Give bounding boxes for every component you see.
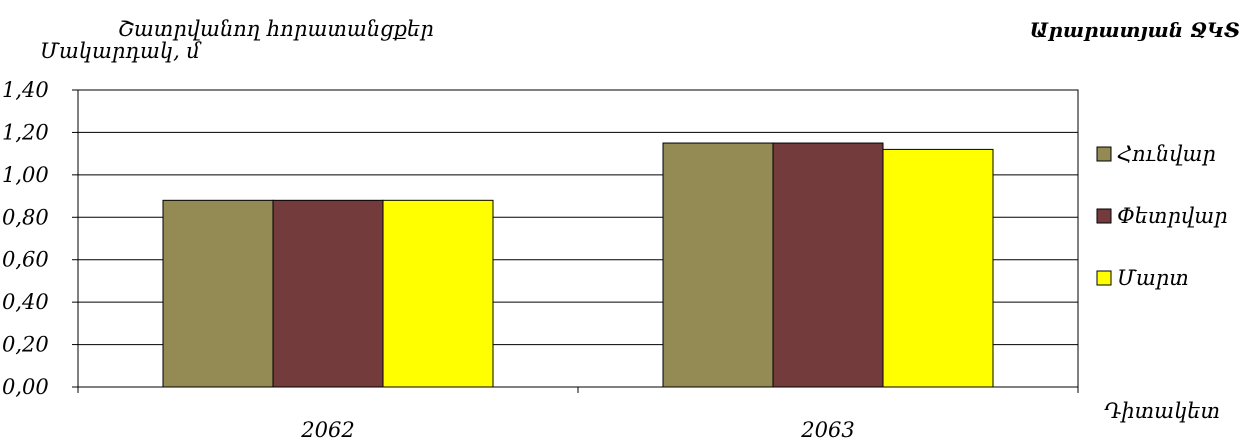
legend-swatch [1096, 208, 1112, 224]
chart-title: Շատրվանող հորատանցքեր [118, 17, 434, 41]
y-tick-label: 1,20 [2, 120, 49, 144]
y-tick-label: 1,00 [2, 163, 49, 187]
y-tick-label: 0,20 [2, 333, 49, 357]
bar [382, 199, 494, 388]
y-tick-label: 0,60 [2, 248, 49, 272]
legend-swatch [1096, 146, 1112, 162]
legend: Հունվար Փետրվար Մարտ [1096, 142, 1228, 290]
x-tick-label: 2063 [800, 418, 854, 442]
x-axis-label: Դիտակետ [1104, 399, 1220, 423]
x-tick-labels: 2062 2063 [300, 418, 854, 442]
y-tick-label: 1,40 [2, 78, 49, 102]
legend-label: Մարտ [1117, 266, 1189, 290]
bar [772, 142, 884, 388]
legend-label: Հունվար [1117, 142, 1216, 166]
y-tick-label: 0,00 [2, 375, 49, 399]
legend-label: Փետրվար [1117, 204, 1228, 228]
x-tick-label: 2062 [300, 418, 354, 442]
corner-label: Արարատյան ՋԿՏ [1030, 18, 1240, 42]
bar [882, 148, 994, 388]
bar [272, 199, 384, 388]
bar [662, 142, 774, 388]
bars [162, 142, 994, 388]
y-axis-label: Մակարդակ, մ [40, 39, 202, 63]
y-tick-label: 0,40 [2, 290, 49, 314]
legend-swatch [1096, 270, 1112, 286]
bar [162, 199, 274, 388]
y-tick-labels: 0,00 0,20 0,40 0,60 0,80 1,00 1,20 1,40 [2, 78, 49, 399]
plot-area-border [77, 89, 1079, 388]
y-tick-label: 0,80 [2, 205, 49, 229]
